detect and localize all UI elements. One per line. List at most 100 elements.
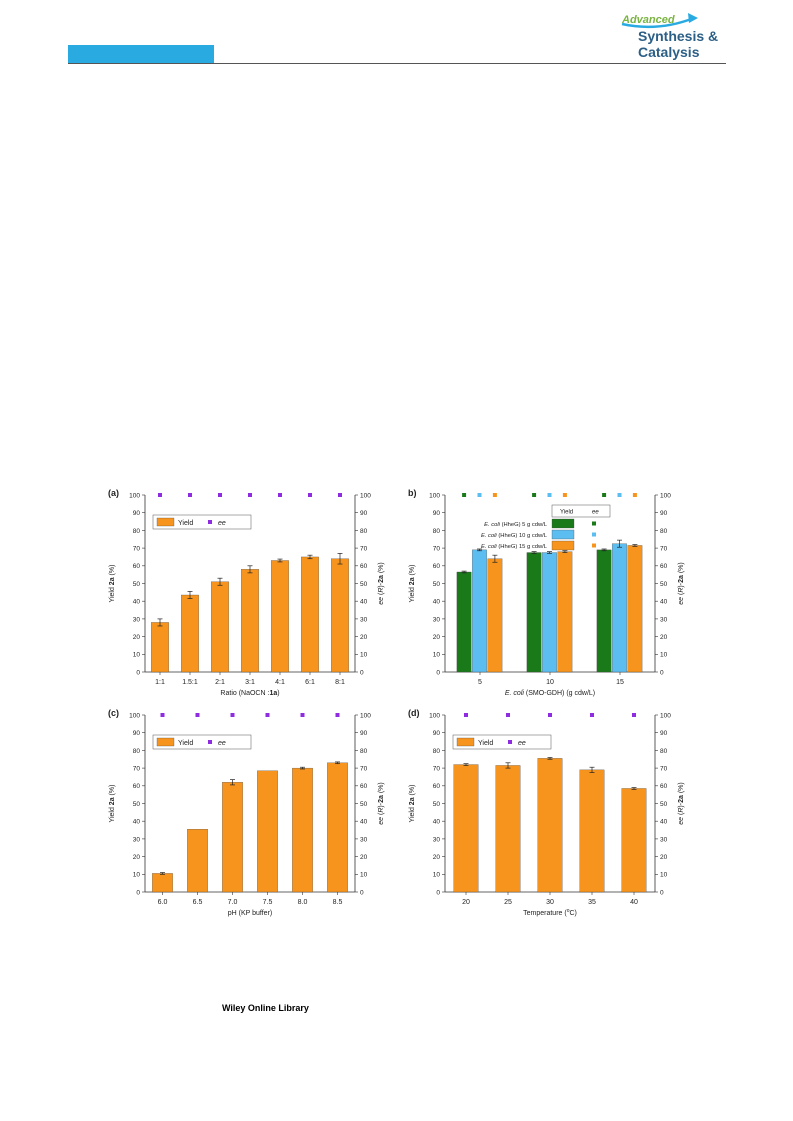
ee-marker	[188, 493, 192, 497]
ee-marker	[492, 493, 497, 497]
x-tick-label: 6.5	[193, 899, 203, 906]
ee-marker	[462, 493, 467, 497]
ee-marker	[338, 493, 342, 497]
panel-label: (a)	[108, 488, 119, 498]
legend-box	[152, 734, 252, 750]
y-tick-label: 90	[133, 510, 141, 517]
y-tick-label: 100	[429, 712, 440, 719]
bar	[495, 765, 521, 893]
legend-swatch-yield	[551, 540, 575, 551]
legend-swatch-ee	[208, 520, 212, 524]
logo-catalysis-text: Catalysis	[638, 44, 700, 60]
legend-swatch-yield	[551, 529, 575, 540]
ee-marker	[602, 493, 607, 497]
legend-label-ee: ee	[218, 520, 226, 527]
x-tick-label: 2:1	[215, 679, 225, 686]
ee-marker	[590, 713, 594, 717]
ee-marker	[308, 493, 312, 497]
y2-tick-label: 10	[660, 872, 668, 879]
chart-panel-d: (d) 0 0 10 10 20 20 30 30 40 40 50 50 60 60 70 70 80 80 90 9…	[408, 708, 685, 917]
header-accent-bar	[68, 45, 214, 63]
legend-label-ee: ee	[518, 740, 526, 747]
logo-swoosh-icon	[621, 13, 698, 29]
legend-swatch-ee	[592, 521, 596, 526]
chart-panel-a: (a) 0 0 10 10 20 20 30 30 40 40 50 50 60 60 70 70 80 80 90 9…	[108, 488, 385, 697]
x-tick-label: 4:1	[275, 679, 285, 686]
legend-swatch-ee	[208, 740, 212, 744]
legend-box	[152, 514, 252, 530]
y2-tick-label: 60	[360, 783, 368, 790]
legend-swatch-yield	[156, 517, 175, 527]
chart-panel-b: b) 0 0 10 10 20 20 30 30 40 40 50 50 60 60 70 70 80 80 90 90…	[408, 488, 685, 697]
y-tick-label: 80	[433, 528, 441, 535]
y-tick-label: 90	[133, 730, 141, 737]
x-tick-label: 6.0	[158, 899, 168, 906]
y-tick-label: 10	[133, 652, 141, 659]
y2-tick-label: 20	[360, 854, 368, 861]
y2-tick-label: 0	[360, 889, 364, 896]
legend-header-yield: Yield	[560, 510, 573, 516]
y2-axis-title: ee (R)-2a (%)	[678, 782, 685, 824]
legend-swatch-ee	[508, 740, 512, 744]
legend-label-yield: Yield	[178, 740, 193, 747]
y2-axis-title: ee (R)-2a (%)	[378, 562, 385, 604]
bar	[241, 569, 259, 673]
ee-marker	[464, 713, 468, 717]
bar	[472, 549, 487, 673]
y2-tick-label: 10	[360, 872, 368, 879]
ee-marker	[548, 713, 552, 717]
bar	[526, 552, 542, 673]
ee-marker	[160, 713, 165, 717]
ee-marker	[617, 493, 622, 497]
x-tick-label: 1.5:1	[182, 679, 198, 686]
legend-box	[452, 734, 552, 750]
bar	[187, 829, 208, 893]
y2-tick-label: 10	[360, 652, 368, 659]
y2-tick-label: 60	[360, 563, 368, 570]
y-tick-label: 50	[133, 581, 141, 588]
y-tick-label: 30	[133, 836, 141, 843]
ee-marker	[248, 493, 252, 497]
y-tick-label: 80	[133, 528, 141, 535]
y2-tick-label: 100	[660, 712, 671, 719]
y-tick-label: 10	[133, 872, 141, 879]
x-tick-label: 6:1	[305, 679, 315, 686]
y2-tick-label: 50	[660, 581, 668, 588]
legend-row-label: E. coli (HheG) 10 g cdw/L	[481, 533, 548, 539]
y-tick-label: 30	[433, 836, 441, 843]
y-tick-label: 40	[433, 819, 441, 826]
y-tick-label: 50	[433, 581, 441, 588]
y-tick-label: 80	[133, 748, 141, 755]
y-tick-label: 50	[133, 801, 141, 808]
bar	[331, 558, 349, 673]
panel-label: b)	[408, 488, 417, 498]
y2-tick-label: 70	[360, 546, 368, 553]
y2-tick-label: 40	[660, 599, 668, 606]
ee-marker	[632, 713, 636, 717]
bar	[257, 770, 278, 893]
y-tick-label: 40	[133, 599, 141, 606]
x-tick-label: 3:1	[245, 679, 255, 686]
bar	[181, 594, 199, 673]
ee-marker	[195, 713, 200, 717]
y-tick-label: 70	[133, 766, 141, 773]
logo-synthesis-text: Synthesis &	[638, 28, 719, 44]
y2-tick-label: 0	[360, 669, 364, 676]
bar	[537, 758, 563, 893]
bar	[222, 782, 243, 893]
y2-axis-title: ee (R)-2a (%)	[678, 562, 685, 604]
ee-marker	[218, 493, 222, 497]
bar	[456, 571, 472, 673]
y-tick-label: 100	[129, 492, 140, 499]
y2-tick-label: 70	[660, 546, 668, 553]
bar	[542, 552, 557, 673]
bar	[612, 543, 627, 673]
y2-tick-label: 100	[360, 492, 371, 499]
y-tick-label: 70	[433, 546, 441, 553]
y-tick-label: 40	[133, 819, 141, 826]
y-tick-label: 40	[433, 599, 441, 606]
y2-tick-label: 0	[660, 889, 664, 896]
bar	[152, 873, 173, 893]
legend-label-ee: ee	[218, 740, 226, 747]
y2-tick-label: 60	[660, 563, 668, 570]
